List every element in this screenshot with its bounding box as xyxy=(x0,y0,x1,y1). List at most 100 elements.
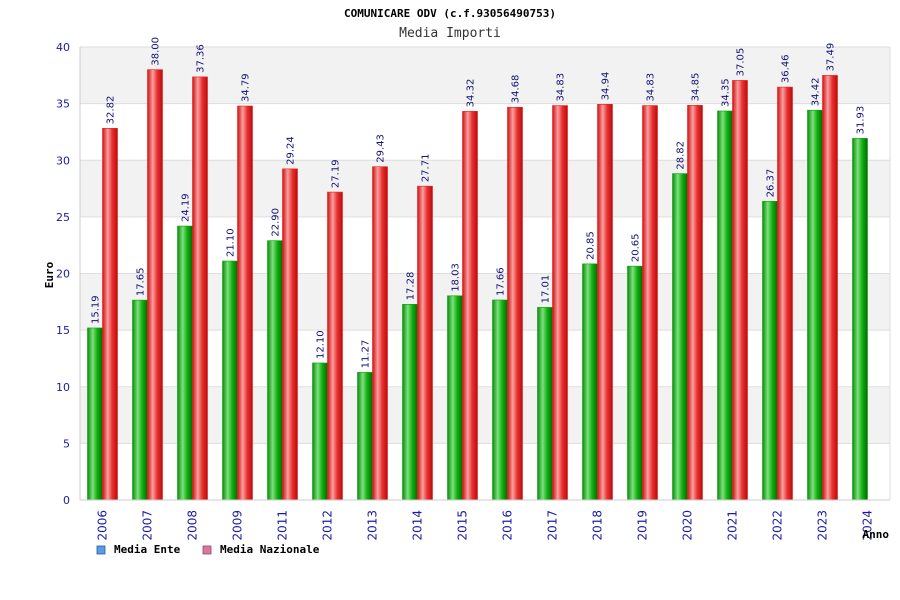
x-tick-label: 2019 xyxy=(636,510,650,541)
bar-media-ente xyxy=(87,327,103,501)
plot-band xyxy=(80,103,890,161)
plot-band xyxy=(80,160,890,217)
value-label: 34.83 xyxy=(556,73,567,102)
value-label: 26.37 xyxy=(766,169,777,198)
bar-media-ente xyxy=(492,299,508,501)
plot-band xyxy=(80,47,890,104)
plot-band xyxy=(80,273,890,331)
chart-title: COMUNICARE ODV (c.f.93056490753) xyxy=(344,7,556,20)
y-tick-label: 35 xyxy=(56,98,70,111)
y-tick-label: 15 xyxy=(56,324,70,337)
value-label: 34.85 xyxy=(691,73,702,102)
y-tick-label: 5 xyxy=(63,437,70,450)
bar-media-ente xyxy=(672,173,688,501)
bar-media-ente xyxy=(852,138,868,501)
bar-media-nazionale xyxy=(822,75,838,501)
value-labels: 15.19 32.82 17.65 38.00 24.19 37.36 21.10 34.79… xyxy=(91,37,867,368)
x-tick-label: 2006 xyxy=(96,510,110,541)
bar-media-nazionale xyxy=(507,106,523,501)
bar-media-nazionale xyxy=(147,69,163,501)
x-tick-label: 2015 xyxy=(456,510,470,541)
y-tick-label: 10 xyxy=(56,381,70,394)
x-tick-label: 2021 xyxy=(726,510,740,541)
bar-media-ente xyxy=(267,240,283,501)
value-label: 34.32 xyxy=(466,79,477,108)
bar-media-nazionale xyxy=(687,105,703,501)
value-label: 27.19 xyxy=(331,159,342,188)
value-label: 34.35 xyxy=(721,78,732,107)
value-label: 34.68 xyxy=(511,75,522,104)
y-tick-label: 25 xyxy=(56,211,70,224)
y-tick-label: 40 xyxy=(56,41,70,54)
value-label: 37.49 xyxy=(826,43,837,72)
legend-swatch-media-ente xyxy=(96,545,106,555)
bar-media-ente xyxy=(807,109,823,501)
x-tick-label: 2009 xyxy=(231,510,245,541)
bar-media-nazionale xyxy=(282,168,298,501)
x-tick-label: 2017 xyxy=(546,510,560,541)
plot-band xyxy=(80,386,890,444)
legend-label-media-nazionale: Media Nazionale xyxy=(220,543,320,556)
value-label: 17.01 xyxy=(541,275,552,304)
bar-media-ente xyxy=(402,304,418,501)
bar-media-nazionale xyxy=(192,76,208,501)
y-tick-labels: 0 5 10 15 20 25 30 35 40 xyxy=(56,41,70,507)
bar-media-ente xyxy=(582,263,598,501)
value-label: 29.43 xyxy=(376,134,387,163)
value-label: 34.94 xyxy=(601,72,612,101)
plot-band xyxy=(80,330,890,387)
x-tick-label: 2018 xyxy=(591,510,605,541)
value-label: 12.10 xyxy=(316,330,327,359)
value-label: 18.03 xyxy=(451,263,462,292)
plot-background xyxy=(80,47,890,500)
y-tick-label: 20 xyxy=(56,268,70,281)
bar-media-nazionale xyxy=(462,111,478,501)
bar-media-ente xyxy=(627,265,643,501)
value-label: 37.36 xyxy=(196,44,207,73)
value-label: 17.65 xyxy=(136,267,147,296)
bar-media-nazionale xyxy=(372,166,388,501)
value-label: 34.42 xyxy=(811,78,822,107)
value-label: 28.82 xyxy=(676,141,687,170)
value-label: 20.65 xyxy=(631,233,642,262)
plot-band xyxy=(80,443,890,500)
bar-media-nazionale xyxy=(777,86,793,501)
x-tick-label: 2014 xyxy=(411,510,425,541)
bar-media-ente xyxy=(132,299,148,501)
value-label: 34.83 xyxy=(646,73,657,102)
x-tick-label: 2020 xyxy=(681,510,695,541)
value-label: 31.93 xyxy=(856,106,867,135)
bar-media-ente xyxy=(447,295,463,501)
y-tick-label: 0 xyxy=(63,494,70,507)
x-tick-label: 2024 xyxy=(861,510,875,541)
x-tick-label: 2007 xyxy=(141,510,155,541)
value-label: 34.79 xyxy=(241,73,252,102)
legend-label-media-ente: Media Ente xyxy=(114,543,181,556)
bar-media-ente xyxy=(177,225,193,501)
bar-media-ente xyxy=(717,110,733,501)
value-label: 22.90 xyxy=(271,208,282,237)
value-label: 37.05 xyxy=(736,48,747,77)
value-label: 20.85 xyxy=(586,231,597,260)
x-tick-label: 2012 xyxy=(321,510,335,541)
bar-media-ente xyxy=(357,372,373,501)
bar-media-nazionale xyxy=(417,185,433,501)
bar-media-ente xyxy=(537,307,553,501)
x-tick-label: 2016 xyxy=(501,510,515,541)
bar-media-ente xyxy=(222,260,238,501)
value-label: 32.82 xyxy=(106,96,117,125)
legend: Media Ente Media Nazionale xyxy=(96,543,320,556)
bar-media-nazionale xyxy=(732,80,748,501)
x-axis-label: Anno xyxy=(863,528,890,541)
bar-media-nazionale xyxy=(552,105,568,501)
x-tick-label: 2023 xyxy=(816,510,830,541)
bar-media-nazionale xyxy=(327,191,343,501)
x-tick-labels: 2006 2007 2008 2009 2011 2012 2013 2014 2015 2016… xyxy=(96,510,875,541)
bar-media-ente xyxy=(762,201,778,501)
x-tick-label: 2008 xyxy=(186,510,200,541)
value-label: 29.24 xyxy=(286,136,297,165)
y-tick-label: 30 xyxy=(56,154,70,167)
x-tick-label: 2022 xyxy=(771,510,785,541)
x-tick-label: 2011 xyxy=(276,510,290,541)
